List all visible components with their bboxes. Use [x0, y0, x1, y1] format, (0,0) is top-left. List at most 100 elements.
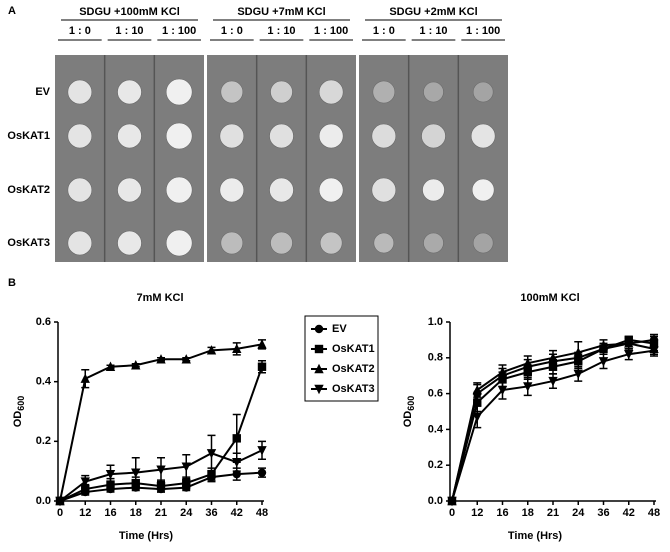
x-tick-label: 42	[231, 507, 243, 519]
data-point	[207, 469, 216, 479]
dilution-label: 1 : 0	[221, 25, 243, 37]
x-axis-label: Time (Hrs)	[119, 530, 174, 542]
data-point	[548, 376, 558, 387]
data-point	[182, 478, 191, 488]
data-point	[649, 346, 659, 356]
panel-label: A	[8, 5, 16, 17]
data-point	[548, 362, 558, 371]
data-point	[314, 324, 324, 334]
colony-spot	[219, 123, 245, 149]
data-point	[232, 434, 241, 443]
x-tick-label: 21	[155, 507, 167, 519]
data-point	[314, 344, 324, 354]
x-tick-label: 18	[130, 507, 142, 519]
x-tick-label: 48	[256, 507, 268, 519]
x-tick-label: 21	[547, 507, 559, 519]
data-point	[257, 446, 267, 456]
colony-spot	[373, 232, 395, 254]
strain-label: OsKAT2	[7, 184, 50, 196]
colony-spot	[220, 231, 244, 255]
x-tick-label: 0	[449, 507, 455, 519]
colony-spot	[318, 79, 344, 105]
colony-spot	[165, 229, 193, 257]
colony-spot	[269, 123, 294, 149]
colony-spot	[318, 123, 344, 149]
colony-spot	[472, 81, 494, 103]
legend-label: OsKAT1	[332, 343, 375, 355]
data-point	[257, 362, 267, 371]
dilution-label: 1 : 100	[314, 25, 348, 37]
y-axis-label-main: OD	[402, 411, 414, 428]
data-point	[232, 343, 242, 354]
colony-spot	[117, 79, 142, 105]
legend-label: OsKAT2	[332, 363, 375, 375]
data-point	[131, 468, 141, 478]
y-axis-label-sub: 600	[406, 396, 416, 411]
data-point	[156, 481, 166, 491]
colony-spot	[270, 231, 293, 255]
condition-label: SDGU +100mM KCl	[79, 6, 180, 18]
colony-spot	[470, 123, 496, 149]
colony-spot	[117, 123, 142, 149]
chart-title: 100mM KCl	[520, 292, 579, 304]
colony-spot	[371, 123, 397, 149]
colony-spot	[67, 79, 93, 105]
data-point	[447, 496, 457, 507]
colony-spot	[117, 230, 142, 256]
data-point	[206, 345, 217, 355]
data-point	[232, 458, 242, 468]
dilution-label: 1 : 10	[419, 25, 447, 37]
data-point	[156, 354, 166, 364]
y-tick-label: 0.6	[428, 388, 443, 400]
x-tick-label: 18	[522, 507, 534, 519]
data-point	[257, 339, 267, 349]
data-point	[497, 366, 508, 377]
y-tick-label: 1.0	[428, 316, 443, 328]
data-point	[598, 357, 609, 367]
condition-label: SDGU +2mM KCl	[389, 6, 477, 18]
y-tick-label: 0.8	[428, 352, 443, 364]
colony-spot	[319, 231, 343, 255]
dilution-label: 1 : 100	[466, 25, 500, 37]
dilution-label: 1 : 10	[115, 25, 143, 37]
x-tick-label: 48	[648, 507, 660, 519]
x-tick-label: 16	[496, 507, 508, 519]
x-tick-label: 24	[572, 507, 585, 519]
strain-label: EV	[35, 86, 50, 98]
data-point	[80, 477, 90, 487]
colony-spot	[67, 230, 93, 256]
panel-label: B	[8, 277, 16, 289]
data-point	[181, 462, 191, 472]
y-axis-label: OD600	[12, 396, 26, 428]
colony-spot	[422, 178, 445, 202]
x-tick-label: 12	[471, 507, 483, 519]
data-point	[105, 469, 116, 480]
colony-spot	[67, 123, 93, 149]
x-tick-label: 16	[104, 507, 116, 519]
x-tick-label: 0	[57, 507, 63, 519]
x-tick-label: 42	[623, 507, 635, 519]
data-point	[314, 363, 324, 374]
data-point	[181, 354, 191, 364]
y-tick-label: 0.0	[36, 495, 51, 507]
colony-spot	[423, 232, 444, 254]
strain-label: OsKAT3	[7, 237, 50, 249]
legend-label: EV	[332, 323, 347, 335]
data-point	[232, 469, 241, 479]
data-point	[523, 367, 532, 377]
data-point	[523, 357, 533, 368]
data-point	[472, 384, 482, 395]
dilution-label: 1 : 0	[69, 25, 91, 37]
colony-spot	[471, 178, 495, 202]
data-point	[106, 480, 115, 489]
chart-title: 7mM KCl	[136, 292, 183, 304]
colony-spot	[269, 177, 294, 203]
data-point	[497, 385, 508, 396]
data-point	[573, 347, 583, 357]
data-point	[598, 340, 609, 350]
x-axis-label: Time (Hrs)	[508, 530, 563, 542]
data-point	[105, 361, 116, 371]
data-point	[80, 373, 90, 383]
data-point	[156, 465, 166, 475]
